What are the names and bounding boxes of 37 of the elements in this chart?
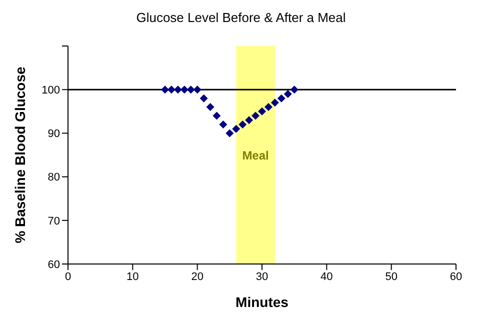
point — [226, 129, 234, 138]
x-tick-label: 20 — [191, 270, 204, 283]
y-tick-label: 90 — [48, 128, 60, 140]
chart-title: Glucose Level Before & After a Meal — [135, 9, 347, 27]
x-tick-label: 10 — [126, 270, 139, 283]
point — [200, 94, 208, 102]
point — [174, 86, 182, 94]
x-tick-label: 50 — [385, 270, 398, 283]
point — [252, 112, 260, 120]
point — [219, 120, 228, 128]
y-tick-label: 70 — [48, 215, 60, 228]
x-axis-title: Minutes — [236, 294, 289, 310]
point — [186, 86, 195, 94]
x-tick-label: 60 — [450, 270, 462, 283]
y-axis-title: % Baseline Blood Glucose — [12, 66, 28, 244]
point — [245, 116, 254, 124]
point — [238, 120, 247, 128]
point — [161, 86, 169, 94]
point — [167, 86, 176, 94]
y-tick-label: 100 — [42, 84, 60, 97]
point — [270, 98, 279, 107]
x-tick-label: 30 — [256, 270, 268, 283]
point — [193, 86, 202, 94]
x-tick-label: 40 — [320, 270, 333, 283]
x-tick-label: 0 — [64, 270, 72, 283]
point — [264, 103, 272, 112]
point — [290, 86, 298, 94]
band-label: Meal — [242, 148, 269, 162]
point — [258, 107, 266, 116]
point — [284, 90, 292, 98]
point — [206, 103, 214, 112]
y-tick-label: 60 — [48, 258, 60, 271]
point — [212, 112, 221, 120]
y-tick-label: 80 — [48, 172, 60, 184]
point — [277, 94, 286, 102]
point — [180, 86, 188, 94]
point — [232, 124, 240, 133]
